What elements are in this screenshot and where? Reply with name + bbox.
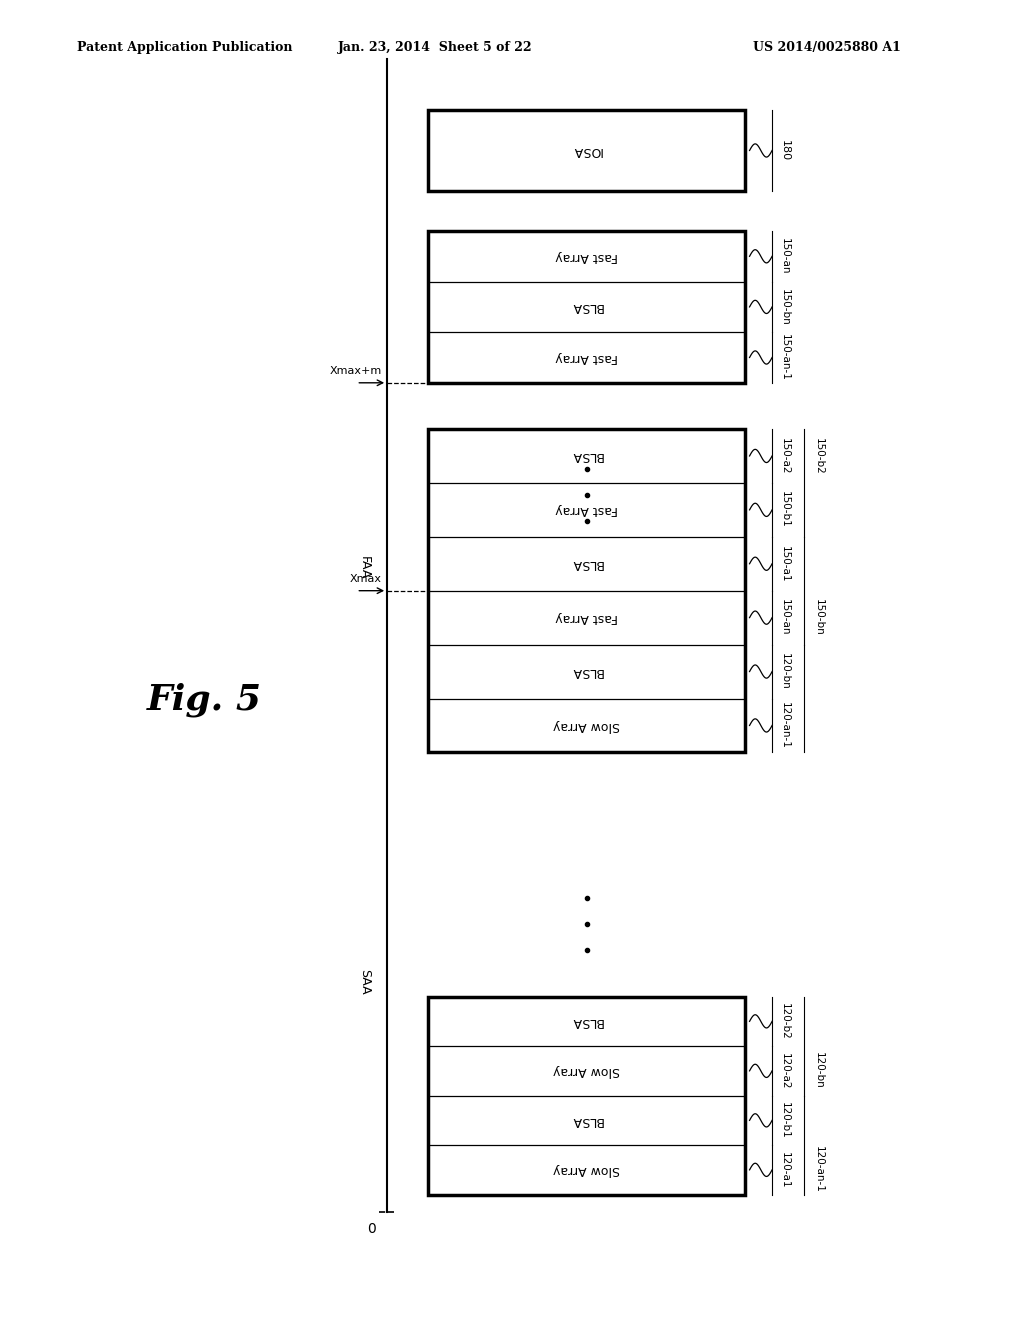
Bar: [428, 429, 745, 752]
Text: FAA: FAA: [358, 556, 371, 579]
Text: BLSA: BLSA: [570, 665, 603, 678]
Text: 120-an-1: 120-an-1: [779, 702, 790, 748]
Text: 150-a2: 150-a2: [779, 438, 790, 474]
Text: 120-bn: 120-bn: [779, 653, 790, 690]
Text: BLSA: BLSA: [570, 1114, 603, 1127]
Text: 150-an-1: 150-an-1: [779, 334, 790, 381]
Text: BLSA: BLSA: [570, 1015, 603, 1028]
Text: Jan. 23, 2014  Sheet 5 of 22: Jan. 23, 2014 Sheet 5 of 22: [338, 41, 532, 54]
Text: 180: 180: [779, 140, 790, 161]
Text: Slow Array: Slow Array: [553, 719, 621, 733]
Text: Fast Array: Fast Array: [555, 249, 618, 263]
Text: Fig. 5: Fig. 5: [147, 682, 262, 717]
Text: 120-b2: 120-b2: [779, 1003, 790, 1040]
Text: 150-b2: 150-b2: [814, 437, 824, 474]
Text: 150-bn: 150-bn: [814, 599, 824, 636]
Text: Patent Application Publication: Patent Application Publication: [77, 41, 292, 54]
Text: 0: 0: [368, 1222, 376, 1237]
Text: BLSA: BLSA: [570, 301, 603, 313]
Text: 120-an-1: 120-an-1: [814, 1146, 824, 1193]
Text: Slow Array: Slow Array: [553, 1163, 621, 1176]
Bar: [428, 231, 745, 383]
Text: 120-bn: 120-bn: [814, 1052, 824, 1089]
Text: Slow Array: Slow Array: [553, 1064, 621, 1077]
Bar: [428, 997, 745, 1195]
Text: 150-b1: 150-b1: [779, 491, 790, 528]
Text: BLSA: BLSA: [570, 557, 603, 570]
Text: 120-a2: 120-a2: [779, 1052, 790, 1089]
Text: Fast Array: Fast Array: [555, 351, 618, 364]
Bar: [428, 110, 745, 191]
Text: Fast Array: Fast Array: [555, 503, 618, 516]
Text: IOSA: IOSA: [571, 144, 602, 157]
Text: 150-a1: 150-a1: [779, 545, 790, 582]
Text: Fast Array: Fast Array: [555, 611, 618, 624]
Text: SAA: SAA: [358, 969, 371, 995]
Text: Xmax: Xmax: [350, 574, 382, 583]
Text: 150-an: 150-an: [779, 599, 790, 636]
Text: 150-bn: 150-bn: [779, 289, 790, 325]
Text: Xmax+m: Xmax+m: [330, 366, 382, 376]
Text: 120-a1: 120-a1: [779, 1151, 790, 1188]
Text: 120-b1: 120-b1: [779, 1102, 790, 1139]
Text: US 2014/0025880 A1: US 2014/0025880 A1: [753, 41, 900, 54]
Text: 150-an: 150-an: [779, 238, 790, 275]
Text: BLSA: BLSA: [570, 449, 603, 462]
